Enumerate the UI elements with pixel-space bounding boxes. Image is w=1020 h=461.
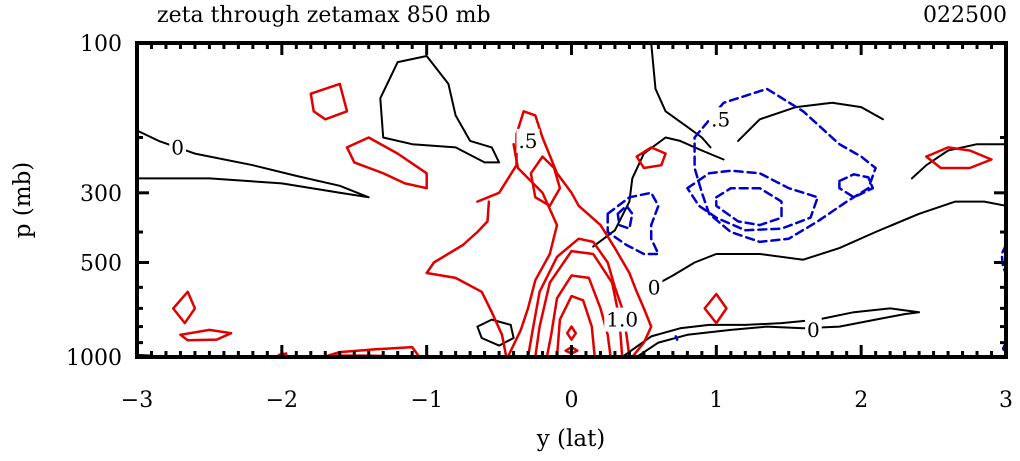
contour-value-label: 0 (171, 135, 184, 159)
contour-label-background (645, 275, 663, 300)
x-tick-label: −2 (266, 388, 298, 413)
contour-lines (136, 42, 1008, 359)
contour-value-label: 0 (648, 275, 661, 299)
zero-contour-line (654, 200, 1007, 286)
plot-frame (135, 41, 1008, 359)
zero-contour-line (910, 143, 1007, 180)
positive-contour-line (564, 345, 579, 355)
contour-label-background (169, 135, 186, 160)
negative-contour-line (674, 335, 679, 341)
x-tick-label: 2 (854, 388, 868, 413)
positive-contour-line (565, 325, 578, 341)
x-tick-label: 3 (999, 388, 1013, 413)
positive-contour-line (529, 155, 562, 208)
zero-contour-line (379, 55, 501, 164)
x-tick-label: 0 (565, 388, 579, 413)
x-tick-label: 1 (709, 388, 723, 413)
y-axis-label: p (mb) (10, 162, 36, 239)
positive-contour-line (506, 142, 559, 359)
positive-contour-line (179, 328, 233, 342)
contour-label-background (805, 317, 822, 342)
positive-contour-line (171, 290, 197, 325)
contour-label-background (516, 128, 540, 153)
chart-stamp: 022500 (923, 3, 1007, 28)
zero-contour-line (592, 136, 725, 248)
axis-tick-labels: −3 −2 −1 0 1 2 3 100 300 500 1000 (66, 32, 1013, 413)
y-tick-label: 100 (80, 32, 122, 57)
negative-contour-line (686, 169, 819, 232)
contour-value-label: 1.0 (606, 308, 638, 332)
positive-contour-line (345, 136, 428, 190)
negative-contour-line (838, 173, 875, 199)
contour-labels: 0 .5 .5 0 1.0 0 (169, 107, 822, 342)
zero-contour-line (476, 318, 515, 347)
zero-contour-line (737, 101, 884, 142)
negative-contour-line (693, 87, 877, 244)
negative-contour-line (715, 186, 783, 227)
contour-value-label: .5 (518, 129, 537, 153)
contour-label-background (709, 107, 733, 132)
positive-contour-line (635, 146, 667, 170)
x-tick-label: −3 (121, 388, 153, 413)
positive-contour-line (309, 82, 349, 121)
positive-contour-line (555, 294, 596, 359)
contour-value-label: 0 (807, 318, 820, 342)
y-tick-label: 1000 (66, 346, 122, 371)
positive-contour-line (925, 146, 993, 170)
contour-value-label: .5 (711, 107, 730, 131)
positive-contour-line (703, 292, 728, 325)
zero-contour-line (621, 307, 921, 358)
negative-contour-line (606, 191, 660, 256)
contour-label-background (604, 307, 641, 332)
x-axis-label: y (lat) (536, 426, 606, 452)
y-tick-label: 500 (80, 252, 122, 277)
x-tick-label: −1 (410, 388, 442, 413)
chart-title: zeta through zetamax 850 mb (157, 3, 491, 28)
positive-contour-line (545, 274, 612, 359)
zero-contour-line (650, 42, 712, 149)
positive-contour-line (425, 200, 508, 359)
negative-contour-line (616, 204, 634, 230)
y-tick-label: 300 (80, 182, 122, 207)
